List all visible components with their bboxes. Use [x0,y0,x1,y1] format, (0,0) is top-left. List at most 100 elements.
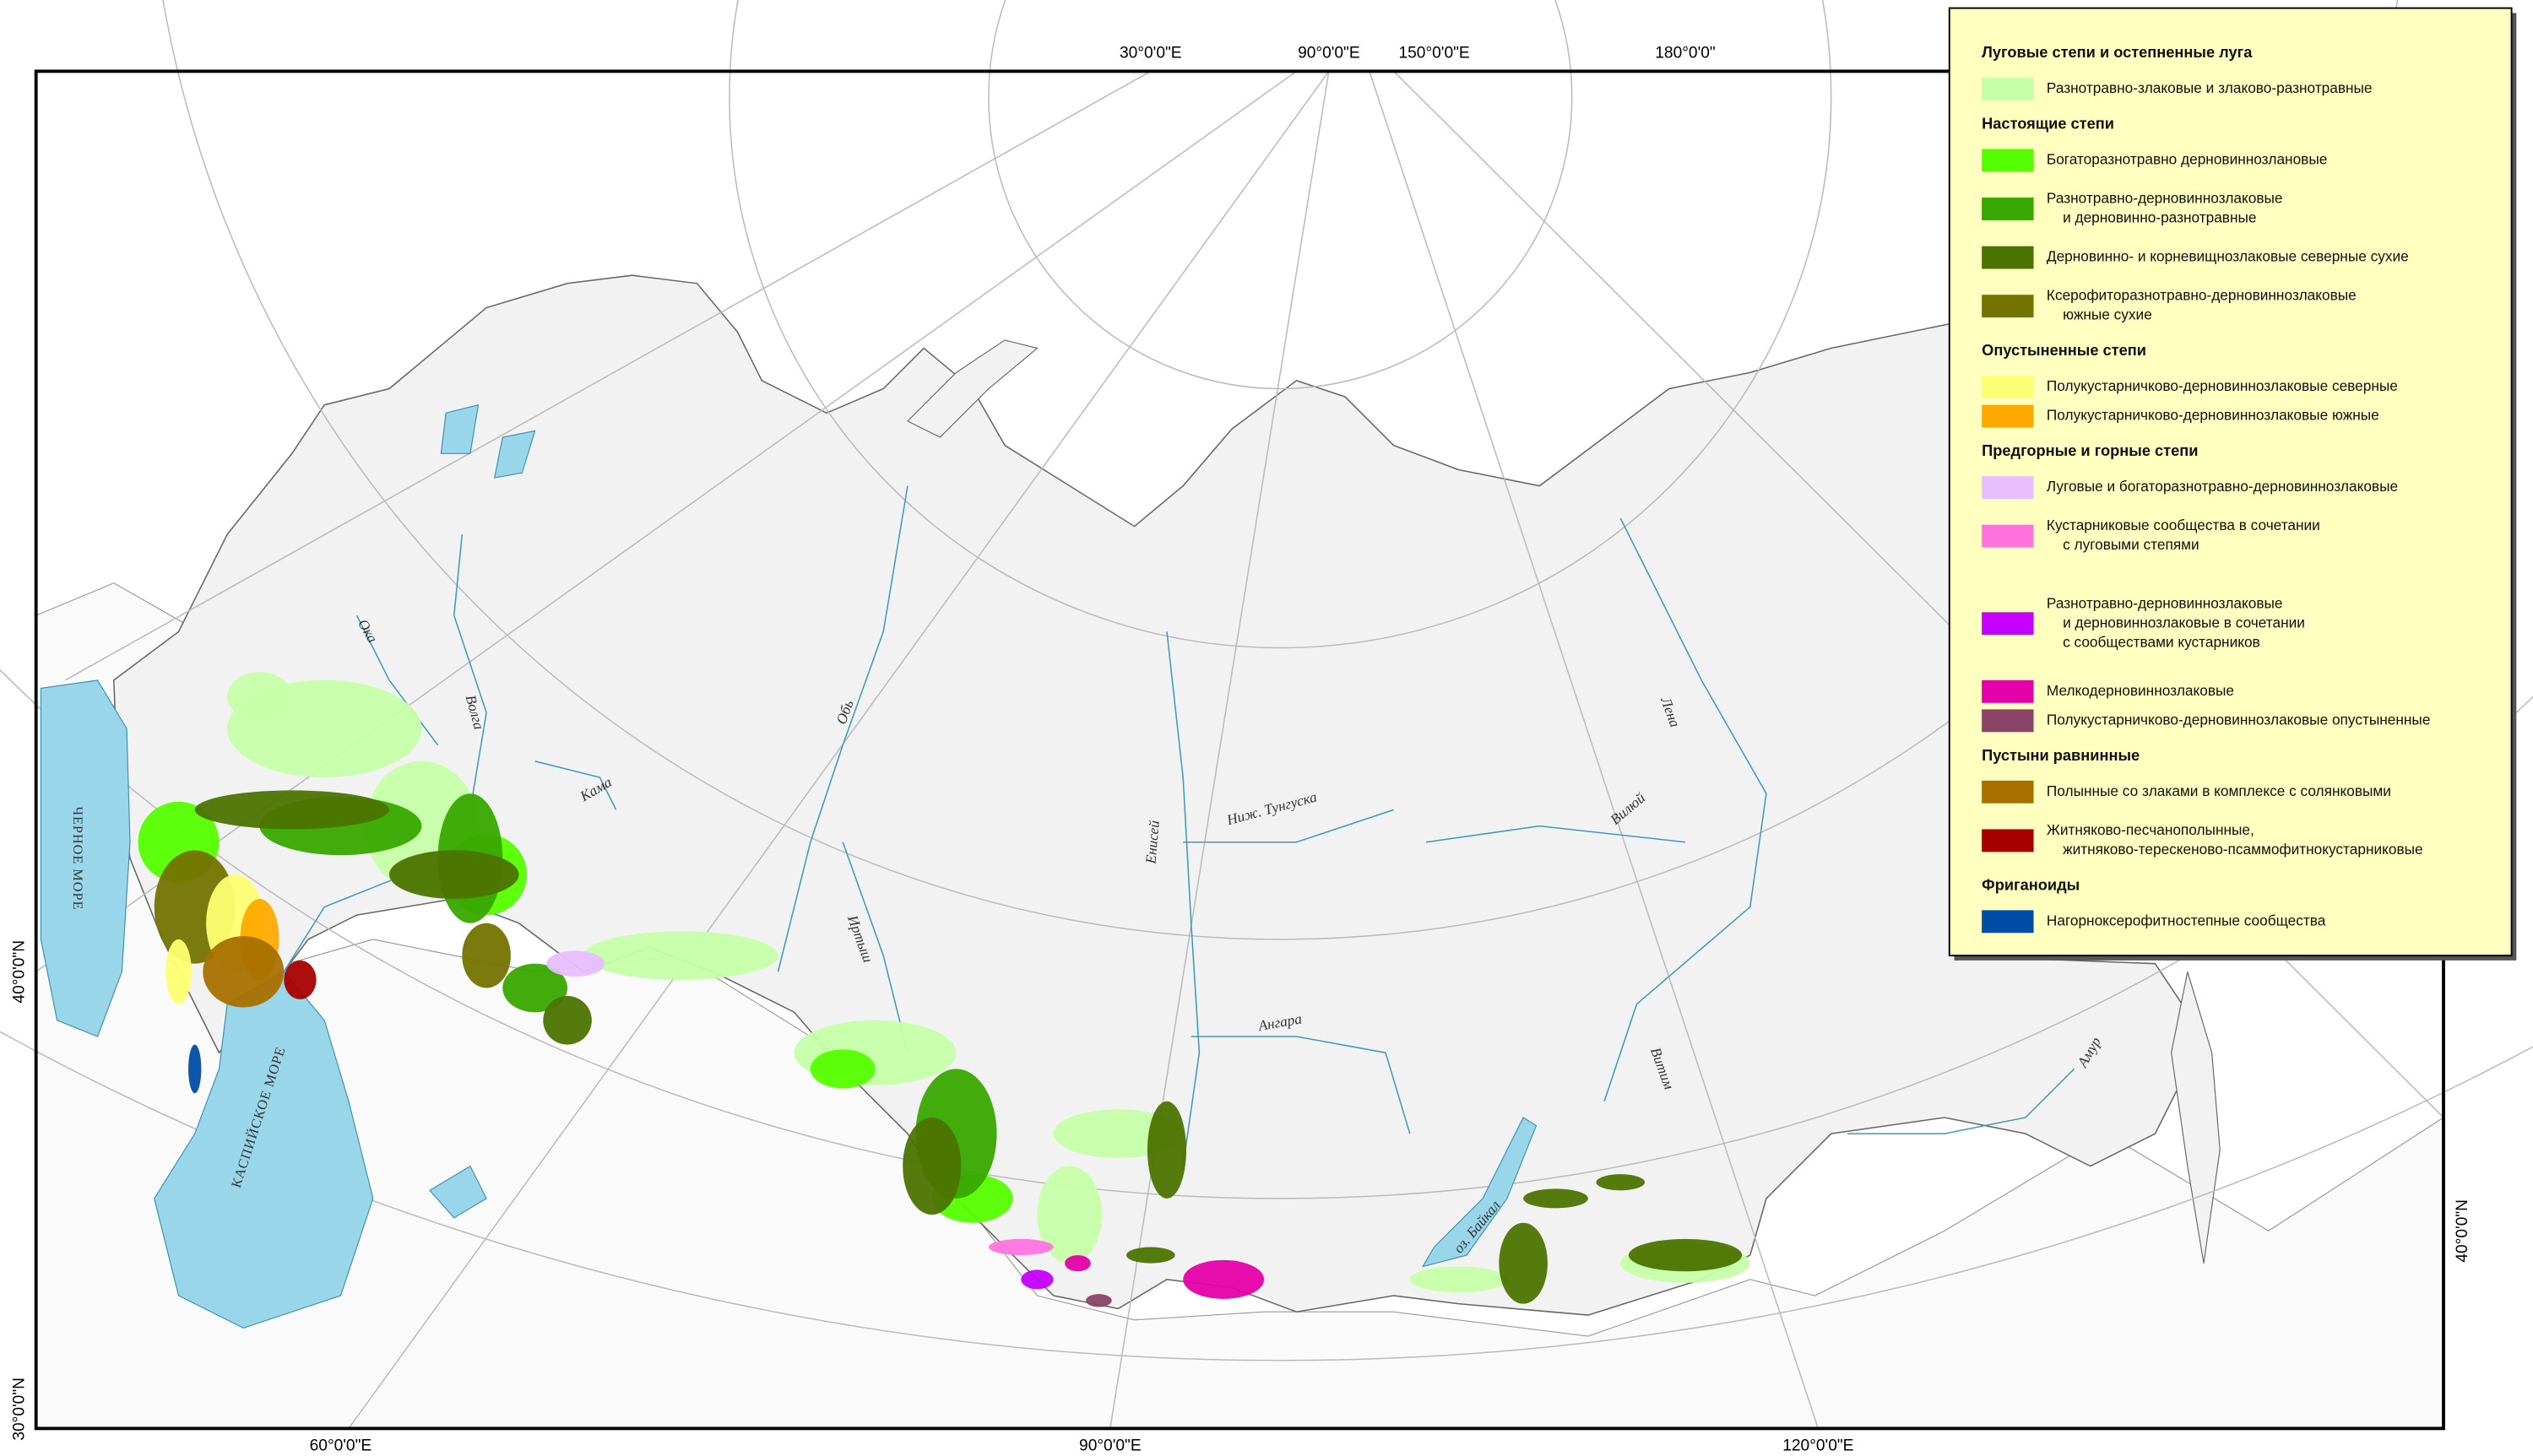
steppe-patch [1499,1222,1548,1304]
legend-label: Полынные со злаками в комплексе с солянк… [2047,782,2391,799]
steppe-patches [138,672,1750,1307]
legend-swatch [1982,198,2034,220]
legend-content: Луговые степи и остепненные луга Разнотра… [1982,44,2431,934]
legend-swatch [1982,910,2034,934]
steppe-patch [1183,1259,1265,1299]
sea-label: ЧЕРНОЕ МОРЕ [70,806,86,910]
steppe-patch [227,672,292,721]
river [1191,1036,1411,1134]
steppe-patch [1086,1294,1112,1307]
legend-label: Житняково-песчанополынные, [2047,821,2254,838]
parallel [988,0,1573,390]
river [1166,631,1201,1166]
legend-label: Мелкодерновиннозлаковые [2047,682,2234,699]
steppe-patch [1628,1238,1743,1272]
sakhalin [2171,972,2221,1264]
legend-label: Разнотравно-дерновиннозлаковые [2047,594,2283,611]
parallel [0,668,2533,1199]
graticule-label: 60°0'0"E [310,1437,372,1455]
graticule-label: 30°0'0"E [1120,44,1182,62]
graticule-label: 120°0'0"E [1782,1437,1853,1455]
steppe-patch [543,996,592,1045]
legend-label: с луговыми степями [2063,536,2199,553]
legend-label: южные сухие [2063,306,2152,323]
rivers [283,485,2075,1166]
steppe-patch [810,1049,876,1089]
meridian [64,70,1152,681]
legend-label: Полукустарничково-дерновиннозлаковые южн… [2047,407,2379,424]
legend-swatch [1982,376,2034,399]
graticule-label: 30°0'0"N [11,1378,29,1441]
parallel [729,0,1832,649]
river [1603,517,1767,1102]
balkhash [429,1165,487,1219]
legend-label: Богаторазнотравно дерновиннозлановые [2047,151,2327,168]
legend-label: с сообществами кустарников [2063,633,2260,650]
legend-swatch [1982,149,2034,172]
legend-swatch [1982,295,2034,318]
steppe-patch [194,790,389,830]
legend-swatch [1982,612,2034,636]
meridian [348,70,1330,1429]
steppe-patch [1065,1255,1091,1272]
graticule-label: 90°0'0"E [1079,1437,1142,1455]
water-bodies [40,403,1538,1329]
legend-swatch [1982,246,2034,269]
legend-group-title: Предгорные и горные степи [1982,442,2198,459]
legend-group-title: Пустыни равнинные [1982,747,2140,764]
river [534,760,617,810]
water-label: Енисей [1142,820,1163,865]
river [777,485,909,972]
legend-label: Полукустарничково-дерновиннозлаковые опу… [2047,711,2431,728]
legend-label: Полукустарничково-дерновиннозлаковые сев… [2047,377,2398,394]
onega [493,430,536,479]
river [1183,809,1394,843]
legend-label: Разнотравно-дерновиннозлаковые [2047,190,2283,207]
legend-group-title: Опустыненные степи [1982,342,2146,359]
ladoga [440,403,480,454]
steppe-patch [1596,1174,1646,1191]
baikal [1421,1117,1538,1268]
legend-swatch [1982,404,2034,428]
legend-swatch [1982,524,2034,548]
steppe-patch [502,963,568,1013]
meridian [1109,71,1330,1429]
legend-label: Ксерофиторазнотравно-дерновиннозлаковые [2047,287,2357,304]
steppe-patch [1147,1101,1187,1199]
legend-label: Кустарниковые сообщества в сочетании [2047,517,2320,533]
legend-label: Разнотравно-злаковые и злаково-разнотрав… [2047,79,2373,96]
graticule-label: 90°0'0"E [1298,44,1360,62]
steppe-patch [583,931,778,980]
caspian-sea [154,971,374,1329]
steppe-patch [388,850,519,899]
river [1847,1068,2075,1134]
black-sea [40,679,131,1037]
legend-swatch [1982,780,2034,804]
legend: Луговые степи и остепненные луга Разнотра… [1948,7,2517,961]
river [842,842,909,1053]
steppe-patch [203,936,285,1008]
legend-group-title: Фриганоиды [1982,876,2080,893]
meridian [1369,71,1820,1429]
legend-label: Луговые и богаторазнотравно-дерновиннозл… [2047,478,2398,495]
legend-swatch [1982,476,2034,499]
parallel [162,0,2399,940]
legend-group-title: Настоящие степи [1982,116,2114,133]
steppe-patch [1409,1266,1507,1293]
legend-label: житняково-терескеново-псаммофитнокустарн… [2063,841,2423,858]
steppe-patch [903,1117,962,1215]
legend-label: Дерновинно- и корневищнозлаковые северны… [2047,248,2409,265]
legend-label: Нагорноксерофитностепные сообщества [2047,912,2326,928]
river [1425,825,1686,843]
legend-swatch [1982,679,2034,703]
novaya-zemlya [907,339,1039,438]
legend-label: и дерновинно-разнотравные [2063,209,2256,226]
steppe-patch [988,1238,1054,1256]
legend-box [1948,7,2513,957]
graticule-label: 40°0'0"N [2454,1199,2471,1263]
river [355,614,439,746]
steppe-patch [462,923,511,988]
legend-swatch [1982,78,2034,100]
legend-swatch [1982,829,2034,852]
